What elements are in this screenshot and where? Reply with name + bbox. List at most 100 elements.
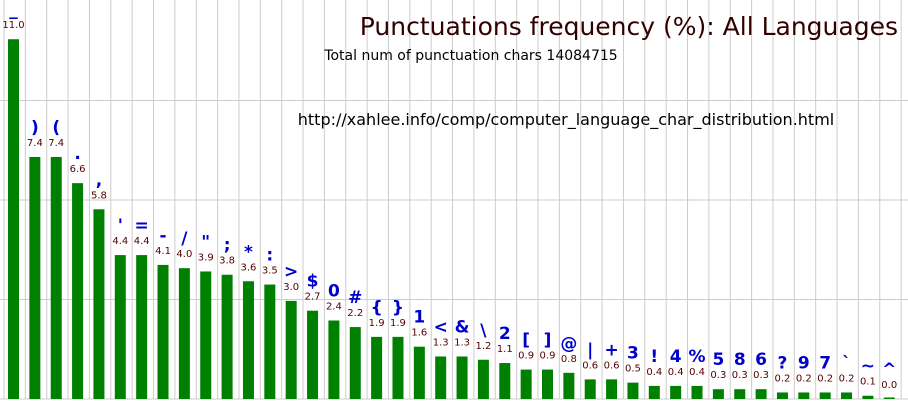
bar (776, 392, 788, 399)
value-label: 6.6 (70, 164, 86, 175)
bar (413, 346, 425, 399)
bar (841, 392, 853, 399)
bar (691, 385, 703, 399)
value-label: 1.6 (411, 328, 427, 339)
category-label: @ (560, 334, 577, 354)
category-label: 7 (819, 353, 831, 373)
bar (755, 389, 767, 399)
labels: 11.0_7.4)7.4(6.6.5.8,4.4'4.4=4.1-4.0/3.9… (2, 0, 897, 391)
bar (349, 327, 361, 399)
category-label: [ (522, 331, 530, 351)
value-label: 3.5 (262, 266, 278, 277)
value-label: 4.1 (155, 246, 171, 257)
category-label: " (201, 232, 210, 252)
category-label: 9 (798, 353, 810, 373)
category-label: : (266, 246, 273, 266)
category-label: ? (778, 353, 788, 373)
category-label: 2 (499, 324, 511, 344)
value-label: 3.0 (283, 282, 299, 293)
value-label: 0.4 (689, 367, 705, 378)
bar (50, 156, 62, 399)
value-label: 0.3 (732, 370, 748, 381)
value-label: 1.9 (369, 318, 385, 329)
bar (200, 271, 212, 399)
bar (499, 363, 511, 399)
category-label: 4 (670, 347, 682, 367)
category-label: . (74, 144, 80, 164)
value-label: 7.4 (48, 138, 64, 149)
value-label: 0.6 (582, 360, 598, 371)
value-label: 5.8 (91, 190, 107, 201)
category-label: / (181, 229, 188, 249)
value-label: 0.2 (839, 373, 855, 384)
bar (798, 392, 810, 399)
value-label: 1.2 (475, 341, 491, 352)
bar (712, 389, 724, 399)
category-label: ! (650, 347, 658, 367)
category-label: 8 (734, 350, 746, 370)
category-label: = (135, 216, 149, 236)
value-label: 1.3 (433, 337, 449, 348)
bar (285, 300, 297, 399)
value-label: 0.8 (561, 354, 577, 365)
bar (242, 281, 254, 399)
value-label: 0.9 (518, 351, 534, 362)
value-label: 0.0 (881, 380, 897, 391)
category-label: ^ (882, 360, 896, 380)
bar (8, 39, 19, 399)
category-label: ~ (861, 357, 875, 377)
value-label: 0.6 (604, 360, 620, 371)
category-label: , (96, 170, 102, 190)
category-label: ' (118, 216, 123, 236)
value-label: 0.5 (625, 364, 641, 375)
bar (157, 264, 169, 399)
bar (563, 372, 575, 399)
value-label: 0.2 (775, 373, 791, 384)
value-label: 2.7 (305, 292, 321, 303)
grid-lines (0, 0, 908, 400)
category-label: $ (307, 272, 319, 292)
chart-title: Punctuations frequency (%): All Language… (360, 12, 898, 41)
value-label: 11.0 (2, 20, 24, 31)
bar (93, 209, 105, 399)
category-label: * (244, 242, 253, 262)
category-label: 1 (413, 308, 425, 328)
bar (114, 255, 126, 399)
category-label: 0 (328, 282, 340, 302)
bar (883, 397, 895, 399)
value-label: 1.1 (497, 344, 513, 355)
category-label: } (392, 298, 404, 318)
value-label: 1.3 (454, 337, 470, 348)
value-label: 0.1 (860, 377, 876, 388)
value-label: 0.2 (817, 373, 833, 384)
bar (72, 183, 84, 399)
category-label: 5 (712, 350, 724, 370)
chart-subtitle: Total num of punctuation chars 14084715 (323, 48, 617, 64)
value-label: 0.4 (668, 367, 684, 378)
bar (221, 274, 233, 399)
category-label: { (371, 298, 383, 318)
bar (136, 255, 148, 399)
value-label: 3.8 (219, 256, 235, 267)
bar (670, 385, 682, 399)
bar (178, 268, 190, 399)
bar (648, 385, 660, 399)
value-label: 1.9 (390, 318, 406, 329)
category-label: - (159, 226, 166, 246)
category-label: ; (224, 236, 231, 256)
bar (819, 392, 831, 399)
value-label: 3.9 (198, 252, 214, 263)
value-label: 0.3 (753, 370, 769, 381)
category-label: | (587, 340, 593, 360)
bar (29, 156, 41, 399)
value-label: 0.3 (710, 370, 726, 381)
category-label: % (688, 347, 705, 367)
bar (477, 359, 489, 399)
category-label: _ (9, 0, 18, 20)
value-label: 4.4 (134, 236, 150, 247)
bar (627, 382, 639, 399)
category-label: ) (31, 118, 39, 138)
category-label: ` (842, 353, 851, 373)
value-label: 2.2 (347, 308, 363, 319)
bar (264, 284, 276, 399)
